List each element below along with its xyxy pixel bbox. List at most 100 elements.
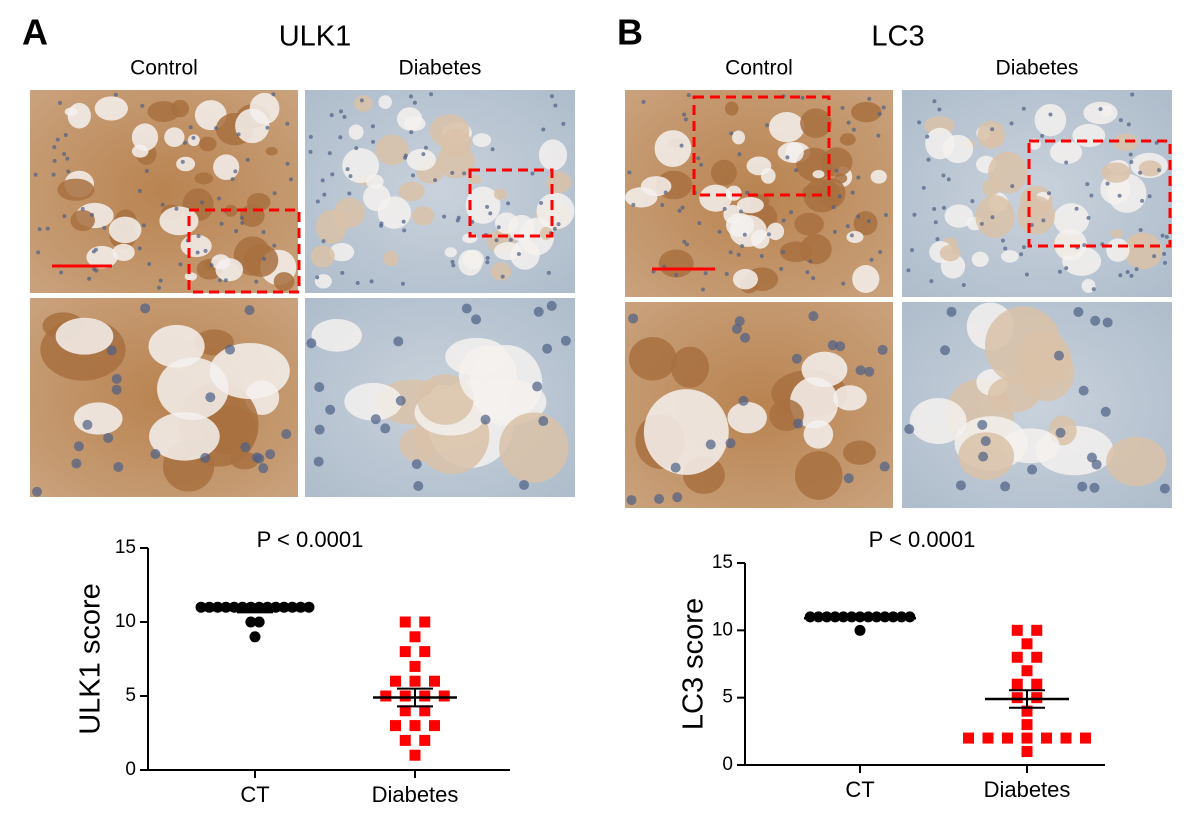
nucleus — [265, 125, 270, 130]
nucleus — [538, 416, 549, 427]
nucleus — [485, 204, 490, 209]
nucleus — [941, 205, 946, 210]
nucleus — [271, 92, 276, 97]
tissue-lumen — [243, 243, 279, 277]
nucleus — [55, 137, 60, 142]
nucleus — [254, 279, 259, 284]
tissue-lumen — [412, 206, 435, 226]
data-point — [399, 616, 411, 628]
nucleus — [705, 439, 716, 450]
tissue-lumen — [348, 124, 364, 140]
data-point — [399, 705, 411, 717]
tissue-lumen — [1072, 123, 1106, 148]
zoom-box — [1027, 139, 1172, 248]
nucleus — [546, 270, 551, 275]
micrograph — [625, 302, 893, 508]
nucleus — [196, 234, 201, 239]
data-point — [1021, 705, 1033, 717]
tissue-lumen — [493, 188, 507, 201]
y-tick-label: 0 — [125, 759, 136, 780]
tissue-lumen — [247, 193, 271, 212]
nucleus — [66, 169, 71, 174]
tissue-lumen — [909, 398, 967, 444]
nucleus — [837, 194, 842, 199]
nucleus — [160, 202, 165, 207]
tissue-lumen — [406, 148, 436, 171]
tissue-lumen — [842, 440, 876, 465]
nucleus — [230, 177, 235, 182]
nucleus — [684, 242, 689, 247]
nucleus — [322, 192, 327, 197]
nucleus — [850, 190, 855, 195]
nucleus — [1077, 481, 1088, 492]
nucleus — [51, 172, 56, 177]
tissue-lumen — [147, 101, 180, 123]
data-point — [409, 720, 421, 732]
nucleus — [339, 109, 344, 114]
nucleus — [147, 262, 152, 267]
nucleus — [1129, 159, 1134, 164]
tissue-lumen — [1106, 238, 1130, 262]
nucleus — [314, 424, 325, 435]
tissue-lumen — [670, 346, 710, 388]
nucleus — [281, 429, 292, 440]
data-point — [253, 616, 265, 628]
nucleus — [703, 271, 708, 276]
y-tick-label: 15 — [115, 537, 136, 558]
nucleus — [789, 210, 794, 215]
data-point — [1021, 732, 1033, 744]
nucleus — [488, 211, 493, 216]
nucleus — [137, 188, 142, 193]
nucleus — [245, 157, 250, 162]
nucleus — [506, 201, 511, 206]
nucleus — [869, 257, 874, 262]
nucleus — [265, 449, 276, 460]
nucleus — [1140, 198, 1145, 203]
nucleus — [52, 145, 57, 150]
nucleus — [1164, 234, 1169, 239]
error-bar — [1009, 689, 1045, 709]
tissue-lumen — [699, 184, 733, 212]
nucleus — [1098, 107, 1103, 112]
nucleus — [209, 263, 214, 268]
data-point — [1031, 651, 1043, 663]
nucleus — [929, 279, 934, 284]
nucleus — [462, 171, 467, 176]
nucleus — [935, 237, 940, 242]
nucleus — [1053, 350, 1064, 361]
nucleus — [552, 226, 557, 231]
nucleus — [400, 281, 405, 286]
nucleus — [532, 381, 543, 392]
tissue-lumen — [710, 159, 737, 186]
tissue-lumen — [378, 95, 392, 109]
nucleus — [742, 232, 747, 237]
nucleus — [1129, 273, 1134, 278]
tissue-lumen — [794, 451, 843, 500]
nucleus — [347, 191, 352, 196]
tissue-lumen — [768, 112, 805, 143]
nucleus — [1024, 272, 1029, 277]
data-point — [380, 690, 392, 702]
nucleus — [200, 452, 211, 463]
nucleus — [724, 272, 729, 277]
nucleus — [674, 272, 679, 277]
nucleus — [1000, 481, 1011, 492]
tissue-lumen — [1100, 105, 1113, 117]
nucleus — [1138, 170, 1143, 175]
data-point — [896, 611, 907, 623]
nucleus — [1162, 251, 1167, 256]
tissue-lumen — [1107, 173, 1147, 213]
nucleus — [370, 124, 375, 129]
nucleus — [800, 95, 805, 100]
nucleus — [876, 133, 881, 138]
nucleus — [65, 156, 70, 161]
nucleus — [917, 120, 922, 125]
tissue-lumen — [131, 123, 159, 152]
nucleus — [371, 139, 376, 144]
nucleus — [342, 114, 347, 119]
nucleus — [677, 208, 682, 213]
nucleus — [395, 395, 406, 406]
nucleus — [682, 239, 687, 244]
data-point — [1021, 665, 1033, 677]
nucleus — [203, 248, 208, 253]
